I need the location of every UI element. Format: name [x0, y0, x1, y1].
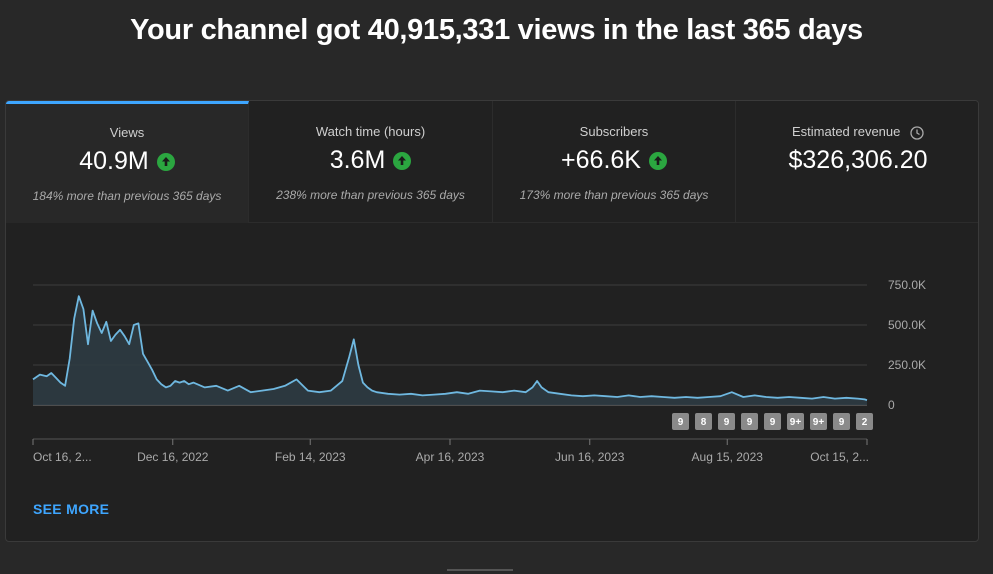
tab-label: Views [109, 125, 145, 140]
tab-value: 3.6M [329, 146, 386, 174]
x-tick-label: Aug 15, 2023 [692, 450, 764, 464]
views-line [32, 295, 868, 402]
video-badge-label: 9 [678, 417, 684, 428]
x-tick-label: Dec 16, 2022 [137, 450, 209, 464]
tab-label: Subscribers [579, 124, 649, 139]
video-badge-label: 9+ [790, 417, 802, 428]
metric-tabs: Views 40.9M 184% more than previous 365 … [6, 101, 978, 223]
arrow-up-icon [156, 152, 175, 171]
tab-comparison: 238% more than previous 365 days [276, 188, 465, 202]
tab-value-row: 3.6M [249, 146, 492, 175]
video-badge[interactable] [787, 413, 804, 430]
y-tick-label: 250.0K [888, 358, 926, 372]
tab-estimated-revenue[interactable]: Estimated revenue $326,306.20 [736, 101, 978, 223]
video-badge-label: 9+ [813, 417, 825, 428]
arrow-up-icon [648, 151, 667, 170]
views-area [33, 296, 867, 405]
video-badge-label: 8 [701, 417, 707, 428]
tab-value: $326,306.20 [788, 146, 928, 174]
bottom-divider [447, 569, 513, 571]
tab-comparison: 173% more than previous 365 days [519, 188, 709, 202]
video-badge-label: 9 [747, 417, 753, 428]
video-badge[interactable] [741, 413, 758, 430]
tab-label: Estimated revenue [791, 124, 901, 139]
x-tick-label: Jun 16, 2023 [555, 450, 625, 464]
tab-value-row: $326,306.20 [736, 146, 978, 175]
video-badge-label: 9 [770, 417, 776, 428]
x-tick-label: Oct 15, 2... [810, 450, 869, 464]
y-tick-label: 750.0K [888, 278, 926, 292]
x-tick-label: Oct 16, 2... [33, 450, 92, 464]
video-badge[interactable] [695, 413, 712, 430]
y-tick-label: 0 [888, 398, 895, 412]
clock-icon [910, 125, 924, 140]
video-badge[interactable] [810, 413, 827, 430]
tab-value: 40.9M [79, 147, 149, 175]
video-badge[interactable] [856, 413, 873, 430]
video-badge[interactable] [672, 413, 689, 430]
video-badge[interactable] [833, 413, 850, 430]
y-tick-label: 500.0K [888, 318, 926, 332]
tab-subscribers[interactable]: Subscribers +66.6K 173% more than previo… [493, 101, 736, 223]
video-badge-label: 9 [724, 417, 730, 428]
views-chart[interactable]: 750.0K 500.0K 250.0K 0 Oct 16, 2... Dec 16, 2… [6, 101, 979, 542]
tab-comparison: 184% more than previous 365 days [32, 189, 222, 203]
video-badge[interactable] [764, 413, 781, 430]
tab-value: +66.6K [561, 146, 641, 174]
analytics-card: Views 40.9M 184% more than previous 365 … [5, 100, 979, 542]
tab-views[interactable]: Views 40.9M 184% more than previous 365 … [6, 101, 249, 223]
video-badge-label: 9 [839, 417, 845, 428]
tab-value-row: 40.9M [6, 147, 248, 176]
video-badge[interactable] [718, 413, 735, 430]
page-headline: Your channel got 40,915,331 views in the… [130, 14, 863, 46]
see-more-link[interactable]: SEE MORE [33, 501, 110, 517]
arrow-up-icon [393, 151, 412, 170]
x-tick-label: Feb 14, 2023 [275, 450, 346, 464]
x-tick-label: Apr 16, 2023 [416, 450, 485, 464]
tab-value-row: +66.6K [493, 146, 735, 175]
tab-label: Watch time (hours) [315, 124, 426, 139]
video-badge-label: 2 [862, 417, 868, 428]
tab-watch-time[interactable]: Watch time (hours) 3.6M 238% more than p… [249, 101, 493, 223]
tab-label-row: Estimated revenue [736, 124, 978, 140]
